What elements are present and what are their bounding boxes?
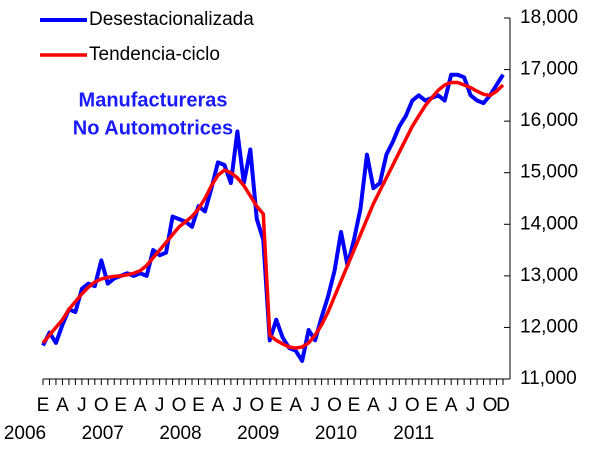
year-label: 2007 bbox=[82, 423, 124, 444]
y-tick-label: 15,000 bbox=[520, 162, 578, 183]
x-tick-label: E bbox=[192, 395, 205, 416]
legend-label: Desestacionalizada bbox=[89, 9, 254, 30]
x-tick-label: O bbox=[172, 395, 187, 416]
x-tick-label: A bbox=[212, 395, 225, 416]
year-label: 2006 bbox=[4, 423, 46, 444]
y-tick-label: 12,000 bbox=[520, 316, 578, 337]
x-tick-label: O bbox=[405, 395, 420, 416]
x-tick-label: A bbox=[134, 395, 147, 416]
x-tick-label: E bbox=[114, 395, 127, 416]
annotation: Manufactureras bbox=[79, 89, 228, 111]
y-tick-label: 13,000 bbox=[520, 265, 578, 286]
x-tick-label: O bbox=[483, 395, 498, 416]
x-tick-label: O bbox=[249, 395, 264, 416]
legend-label: Tendencia-ciclo bbox=[89, 44, 220, 65]
x-tick-label: J bbox=[310, 395, 320, 416]
x-tick-label: E bbox=[348, 395, 361, 416]
year-label: 2009 bbox=[237, 423, 279, 444]
annotation: No Automotrices bbox=[73, 117, 233, 139]
y-tick-label: 18,000 bbox=[520, 7, 578, 28]
x-tick-label: E bbox=[37, 395, 50, 416]
y-tick-label: 16,000 bbox=[520, 110, 578, 131]
x-tick-label: J bbox=[388, 395, 398, 416]
y-tick-label: 11,000 bbox=[520, 368, 577, 389]
x-tick-label: D bbox=[496, 395, 510, 416]
x-tick-label: A bbox=[445, 395, 458, 416]
x-tick-label: E bbox=[425, 395, 438, 416]
x-tick-label: J bbox=[466, 395, 476, 416]
x-tick-label: O bbox=[94, 395, 109, 416]
y-tick-label: 17,000 bbox=[520, 59, 578, 80]
year-label: 2011 bbox=[393, 423, 434, 444]
series-line bbox=[41, 80, 505, 350]
x-tick-label: J bbox=[155, 395, 165, 416]
x-tick-label: A bbox=[289, 395, 302, 416]
x-tick-label: J bbox=[77, 395, 87, 416]
x-tick-label: O bbox=[327, 395, 342, 416]
year-label: 2008 bbox=[159, 423, 201, 444]
x-tick-label: E bbox=[270, 395, 283, 416]
x-tick-label: A bbox=[367, 395, 380, 416]
x-tick-label: J bbox=[233, 395, 243, 416]
x-tick-label: A bbox=[56, 395, 69, 416]
y-tick-label: 14,000 bbox=[520, 213, 578, 234]
year-label: 2010 bbox=[315, 423, 357, 444]
